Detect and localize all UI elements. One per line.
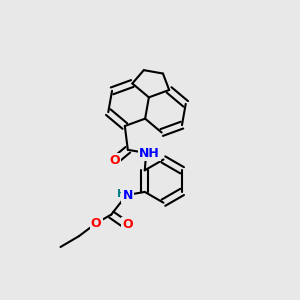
Text: H: H xyxy=(117,189,127,199)
Text: O: O xyxy=(110,154,120,167)
Text: N: N xyxy=(123,189,133,202)
Text: O: O xyxy=(122,218,133,231)
Text: O: O xyxy=(91,217,101,230)
Text: NH: NH xyxy=(139,146,160,160)
